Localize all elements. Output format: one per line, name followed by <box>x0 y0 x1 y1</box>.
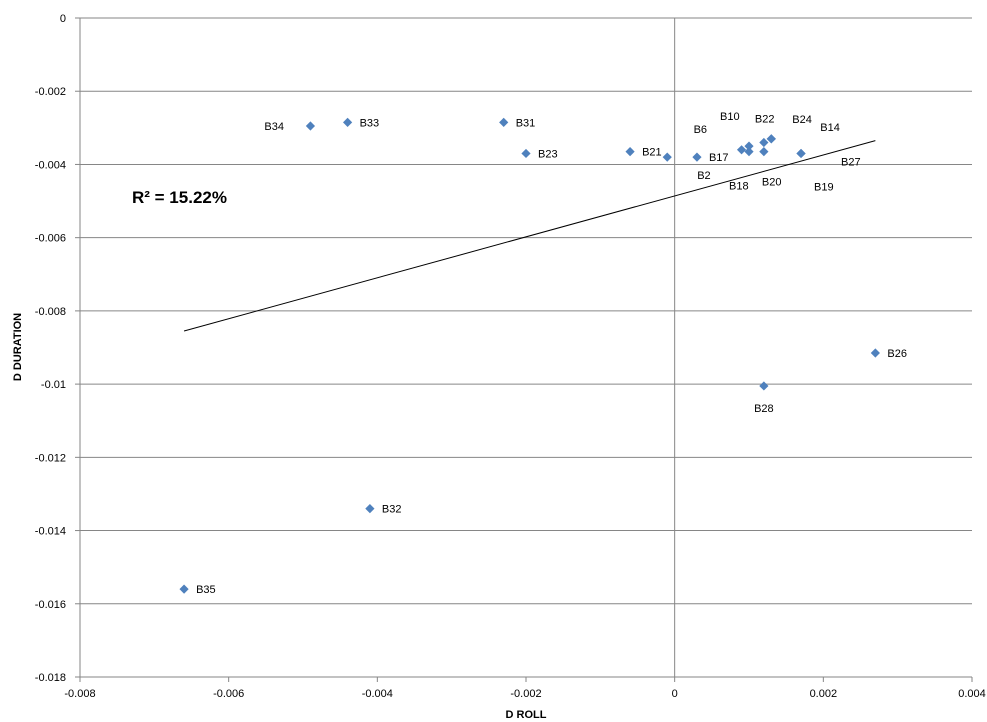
x-tick-label: -0.008 <box>64 688 95 700</box>
y-tick-label: -0.014 <box>35 526 66 538</box>
y-tick-label: -0.004 <box>35 159 66 171</box>
data-point-marker <box>365 503 375 514</box>
data-point-marker <box>759 137 769 148</box>
r-squared-annotation: R² = 15.22% <box>132 188 227 207</box>
data-point-label: B14 <box>820 122 840 134</box>
data-point-marker <box>662 152 672 162</box>
data-point-label: B26 <box>887 348 907 360</box>
data-point-marker <box>499 117 509 127</box>
data-point-label: B32 <box>382 504 402 516</box>
y-tick-label: -0.018 <box>35 672 66 684</box>
x-tick-label: -0.004 <box>362 688 393 700</box>
data-point-marker <box>692 152 702 162</box>
x-tick-label: 0.004 <box>958 688 986 700</box>
data-point-marker <box>759 381 769 391</box>
axes <box>75 17 973 682</box>
data-point-marker <box>521 148 531 159</box>
y-tick-label: 0 <box>60 13 66 25</box>
data-point-label: B33 <box>360 117 380 129</box>
x-axis-title: D ROLL <box>506 709 547 721</box>
y-tick-label: -0.01 <box>41 379 66 391</box>
trendline <box>183 140 876 332</box>
data-point-marker <box>736 145 747 155</box>
data-point-marker <box>744 141 754 151</box>
data-point-label: B21 <box>642 147 662 159</box>
data-points <box>179 117 880 594</box>
data-point-label: B22 <box>755 113 775 125</box>
y-tick-label: -0.008 <box>35 306 66 318</box>
y-tick-label: -0.006 <box>35 233 66 245</box>
data-point-marker <box>343 117 353 127</box>
data-point-label: B18 <box>729 181 749 193</box>
x-tick-label: -0.002 <box>510 688 541 700</box>
data-point-label: B10 <box>720 111 740 123</box>
data-point-label: B34 <box>264 121 284 133</box>
data-point-marker <box>766 134 776 144</box>
data-point-label: B23 <box>538 148 558 160</box>
y-tick-label: -0.002 <box>35 86 66 98</box>
data-point-marker <box>179 584 189 594</box>
data-point-marker <box>305 121 316 131</box>
data-point-marker <box>870 348 880 358</box>
data-point-marker <box>744 147 754 157</box>
data-point-label: B20 <box>762 177 782 189</box>
x-tick-label: 0 <box>672 688 678 700</box>
x-tick-label: 0.002 <box>810 688 838 700</box>
y-tick-label: -0.012 <box>35 452 66 464</box>
data-point-label: B6 <box>694 124 707 136</box>
tick-labels: 0 -0.002 -0.004 -0.006 -0.008 -0.01 -0.012 -0.0… <box>35 13 986 700</box>
data-point-label: B31 <box>516 117 536 129</box>
data-point-label: B24 <box>792 114 812 126</box>
data-point-marker <box>796 148 806 159</box>
data-point-label: B19 <box>814 181 834 193</box>
y-axis-title: D DURATION <box>12 313 24 381</box>
data-point-label: B35 <box>196 584 216 596</box>
point-labels: B34 B33 B31 B23 B21 B2 B17 B6 B18 B10 B22 B20 B24 B14… <box>196 111 907 596</box>
data-point-label: B28 <box>754 403 774 415</box>
data-point-marker <box>759 147 769 157</box>
data-point-marker <box>625 147 635 157</box>
x-tick-label: -0.006 <box>213 688 244 700</box>
y-tick-label: -0.016 <box>35 599 66 611</box>
data-point-label: B2 <box>697 170 710 182</box>
data-point-label: B17 <box>709 152 729 164</box>
data-point-label: B27 <box>841 156 861 168</box>
